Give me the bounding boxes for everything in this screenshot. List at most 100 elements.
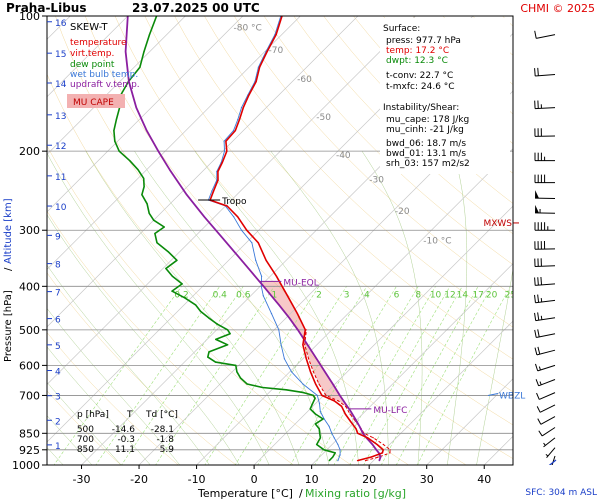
data-point: [323, 449, 325, 451]
data-point: [251, 242, 253, 244]
mixing-ratio-label: 0.4: [213, 290, 228, 300]
barb-full: [537, 67, 539, 76]
surface-dewpoint: dwpt: 12.3 °C: [386, 56, 448, 66]
data-point: [375, 449, 377, 451]
data-point: [153, 219, 155, 221]
mixing-ratio-line: [204, 286, 320, 465]
isotherm: [196, 148, 513, 465]
temperature-tick-label: -20: [130, 473, 148, 486]
mixing-ratio-label: 14: [457, 290, 469, 300]
data-point: [141, 194, 143, 196]
barb-staff: [535, 283, 556, 286]
cape-area: [259, 281, 349, 409]
mixing-ratio-label: 20: [486, 290, 498, 300]
table-header-dewpoint: Td [°C]: [145, 410, 178, 420]
data-point: [226, 150, 228, 152]
mixing-ratio-label: 1: [271, 290, 277, 300]
altitude-tick-label: 8: [55, 261, 61, 271]
data-point: [341, 405, 343, 407]
mixing-ratio-line: [53, 286, 182, 465]
altitude-tick-label: 4: [55, 368, 61, 378]
barb-full: [534, 347, 538, 355]
data-point: [371, 443, 374, 446]
data-point: [312, 403, 314, 405]
barb-flag: [535, 190, 540, 199]
altitude-tick-label: 16: [55, 19, 67, 29]
dry-adiabat: [144, 16, 513, 393]
surface-elevation-label: SFC: 304 m ASL: [525, 488, 597, 498]
table-row-temperature: 11.1: [115, 445, 135, 455]
data-point: [362, 432, 364, 434]
dry-adiabat: [47, 210, 294, 465]
data-point: [216, 170, 218, 173]
data-point: [118, 150, 120, 152]
data-point: [324, 371, 326, 373]
wet-bulb-zero-marker: [487, 392, 499, 396]
pressure-tick-label: 500: [19, 324, 40, 337]
mixing-ratio-label: 2: [316, 290, 322, 300]
data-point: [283, 358, 285, 360]
data-point: [213, 190, 215, 192]
moist-adiabat: [134, 151, 330, 465]
pressure-tick-label: 1000: [12, 459, 40, 472]
isotherm-label: -40: [336, 151, 351, 161]
barb-staff: [536, 349, 556, 356]
mixing-ratio-label: 8: [415, 290, 421, 300]
altitude-tick-label: 15: [55, 50, 66, 60]
legend-item-dew-point: dew point: [70, 60, 115, 70]
isotherm: [311, 263, 513, 465]
data-point: [314, 413, 316, 415]
moist-adiabat: [47, 152, 270, 465]
data-point: [248, 94, 250, 96]
data-point: [240, 229, 243, 231]
table-row-temperature: -14.6: [112, 425, 136, 435]
data-point: [302, 383, 304, 385]
mixing-ratio-label: 12: [444, 290, 455, 300]
table-row-dewpoint: -1.8: [156, 435, 174, 445]
barb-half: [538, 366, 541, 371]
pressure-tick-label: 600: [19, 359, 40, 372]
y-axis-title-pressure: Pressure [hPa]: [3, 290, 14, 362]
mixing-ratio-line: [395, 286, 492, 465]
mixing-ratio-label: 6: [394, 290, 400, 300]
convective-temperature: t-conv: 22.7 °C: [386, 71, 453, 81]
moist-adiabat: [447, 151, 468, 465]
data-point: [227, 329, 229, 331]
data-point: [337, 443, 339, 446]
data-point: [312, 371, 314, 373]
moist-adiabat: [47, 415, 93, 465]
data-point: [221, 161, 223, 164]
data-point: [350, 420, 352, 423]
barb-staff: [536, 333, 556, 338]
data-point: [308, 358, 310, 360]
dry-adiabat: [233, 16, 513, 296]
moist-adiabat: [47, 307, 181, 465]
station-title: Praha-Libus: [6, 1, 86, 15]
data-point: [318, 383, 320, 385]
data-point: [332, 383, 334, 385]
data-point: [288, 317, 290, 319]
data-point: [309, 408, 311, 410]
data-point: [214, 361, 217, 363]
y-axis-title-altitude: Altitude [km]: [3, 198, 14, 264]
data-point: [339, 394, 341, 396]
data-point: [143, 177, 145, 179]
data-point: [262, 295, 264, 297]
data-point: [280, 344, 282, 346]
data-point: [305, 358, 307, 360]
data-point: [234, 130, 236, 132]
wind-barb: [534, 67, 556, 77]
mixing-ratio-line: [380, 286, 479, 465]
barb-half: [540, 315, 543, 320]
moist-adiabat: [361, 151, 423, 465]
data-point: [246, 383, 248, 385]
data-point: [217, 170, 219, 173]
data-point: [186, 194, 188, 196]
mu-cinh-value: mu_cinh: -21 J/kg: [386, 125, 464, 135]
isotherm: [47, 16, 129, 98]
wind-barb: [543, 437, 556, 448]
data-point: [297, 329, 299, 331]
data-point: [203, 216, 205, 218]
barb-full: [534, 312, 537, 321]
